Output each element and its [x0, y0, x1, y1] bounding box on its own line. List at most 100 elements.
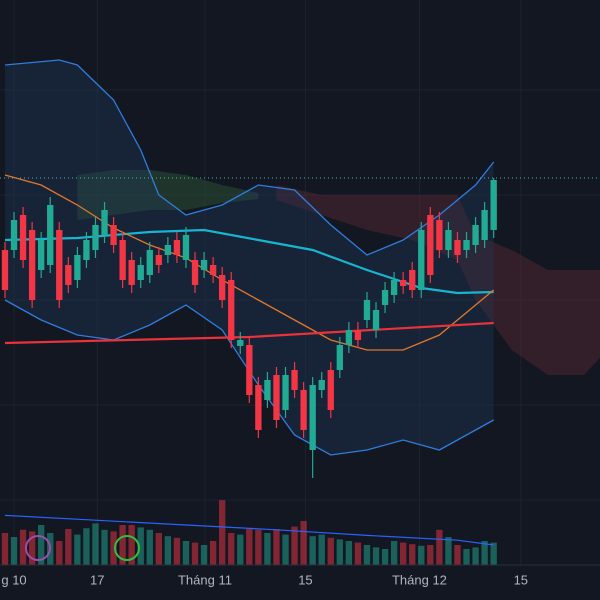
candle-body: [155, 255, 162, 265]
candle-body: [336, 345, 343, 370]
candle-body: [291, 370, 298, 390]
volume-bar: [38, 525, 45, 565]
event-marker: [114, 535, 140, 561]
volume-bar: [110, 531, 117, 565]
candle-body: [318, 380, 325, 390]
volume-bar: [327, 537, 334, 565]
volume-bar: [209, 541, 217, 565]
volume-bar: [155, 533, 162, 565]
x-tick-label: Tháng 11: [178, 572, 232, 587]
candle-body: [101, 210, 108, 235]
candle-body: [237, 340, 244, 346]
volume-ma: [4, 514, 494, 546]
volume-bar: [400, 542, 407, 565]
x-tick-label: 15: [514, 572, 528, 587]
volume-bar: [164, 536, 172, 565]
volume-bar: [74, 534, 81, 565]
candle-body: [255, 385, 262, 430]
volume-bar: [101, 529, 108, 565]
candle-body: [128, 260, 135, 285]
plot: [0, 0, 600, 565]
candle-body: [146, 250, 153, 275]
volume-bar: [65, 529, 72, 565]
ichimoku-cloud: [276, 185, 600, 375]
volume-bar: [137, 527, 144, 565]
volume-bar: [83, 528, 90, 565]
volume-bar: [336, 539, 343, 565]
candle-body: [164, 245, 172, 255]
x-tick-label: g 10: [1, 572, 26, 587]
volume-bar: [246, 529, 253, 565]
candle-body: [83, 240, 90, 260]
candle-body: [282, 375, 289, 410]
candle-body: [56, 230, 63, 300]
volume-bar: [255, 529, 262, 565]
volume-bar: [454, 545, 461, 565]
volume-bar: [490, 542, 497, 565]
volume-bar: [146, 529, 153, 565]
candle-body: [300, 390, 307, 430]
volume-bar: [409, 544, 416, 565]
candle-body: [445, 230, 452, 250]
candle-body: [65, 265, 72, 285]
candle-body: [219, 275, 226, 300]
candle-body: [10, 220, 18, 250]
indicator-line: [4, 174, 495, 351]
candle-body: [381, 290, 389, 305]
candle-body: [418, 230, 425, 290]
candle-body: [92, 225, 99, 250]
volume-bar: [363, 545, 371, 565]
candle-body: [246, 345, 253, 395]
volume-bar: [445, 537, 452, 565]
candle-body: [228, 280, 235, 340]
volume-bar: [1, 533, 9, 565]
candle-body: [209, 265, 217, 275]
candle-body: [47, 205, 54, 265]
volume-bar: [173, 537, 181, 565]
volume-bar: [381, 549, 389, 565]
candle-body: [409, 270, 416, 290]
volume-bar: [372, 547, 380, 565]
volume-bar: [200, 545, 208, 565]
volume-bar: [318, 534, 325, 565]
x-tick-label: 15: [298, 572, 312, 587]
volume-bar: [345, 541, 353, 565]
candle-body: [264, 380, 271, 400]
volume-bar: [390, 541, 398, 565]
candle-body: [354, 330, 362, 340]
candle-body: [363, 300, 371, 320]
volume-bar: [191, 542, 199, 565]
candle-body: [463, 240, 470, 250]
volume-bar: [436, 529, 443, 565]
candle-body: [200, 260, 208, 270]
candle-body: [28, 230, 36, 300]
candle-body: [390, 280, 398, 295]
candle-body: [182, 235, 190, 260]
volume-bar: [282, 534, 289, 565]
candle-body: [191, 260, 199, 285]
volume-bar: [481, 541, 488, 565]
x-tick-label: 17: [90, 572, 104, 587]
volume-bar: [228, 533, 235, 565]
volume-bar: [300, 521, 307, 565]
x-tick-label: Tháng 12: [392, 572, 447, 587]
volume-bar: [472, 547, 479, 565]
volume-bar: [463, 549, 470, 565]
volume-bar: [182, 541, 190, 565]
volume-bar: [119, 525, 126, 565]
volume-bar: [128, 525, 135, 565]
volume-bar: [427, 545, 434, 565]
candle-body: [110, 225, 117, 245]
volume-bar: [354, 542, 362, 565]
band-fill: [4, 60, 494, 455]
candle-body: [472, 225, 479, 245]
volume-bar: [418, 545, 425, 565]
volume-bar: [237, 534, 244, 565]
candle-body: [19, 215, 27, 260]
ichimoku-cloud: [77, 170, 259, 220]
candle-body: [1, 250, 9, 290]
volume-bar: [219, 500, 226, 565]
volume-bar: [309, 536, 316, 565]
volume-bar: [28, 531, 36, 565]
